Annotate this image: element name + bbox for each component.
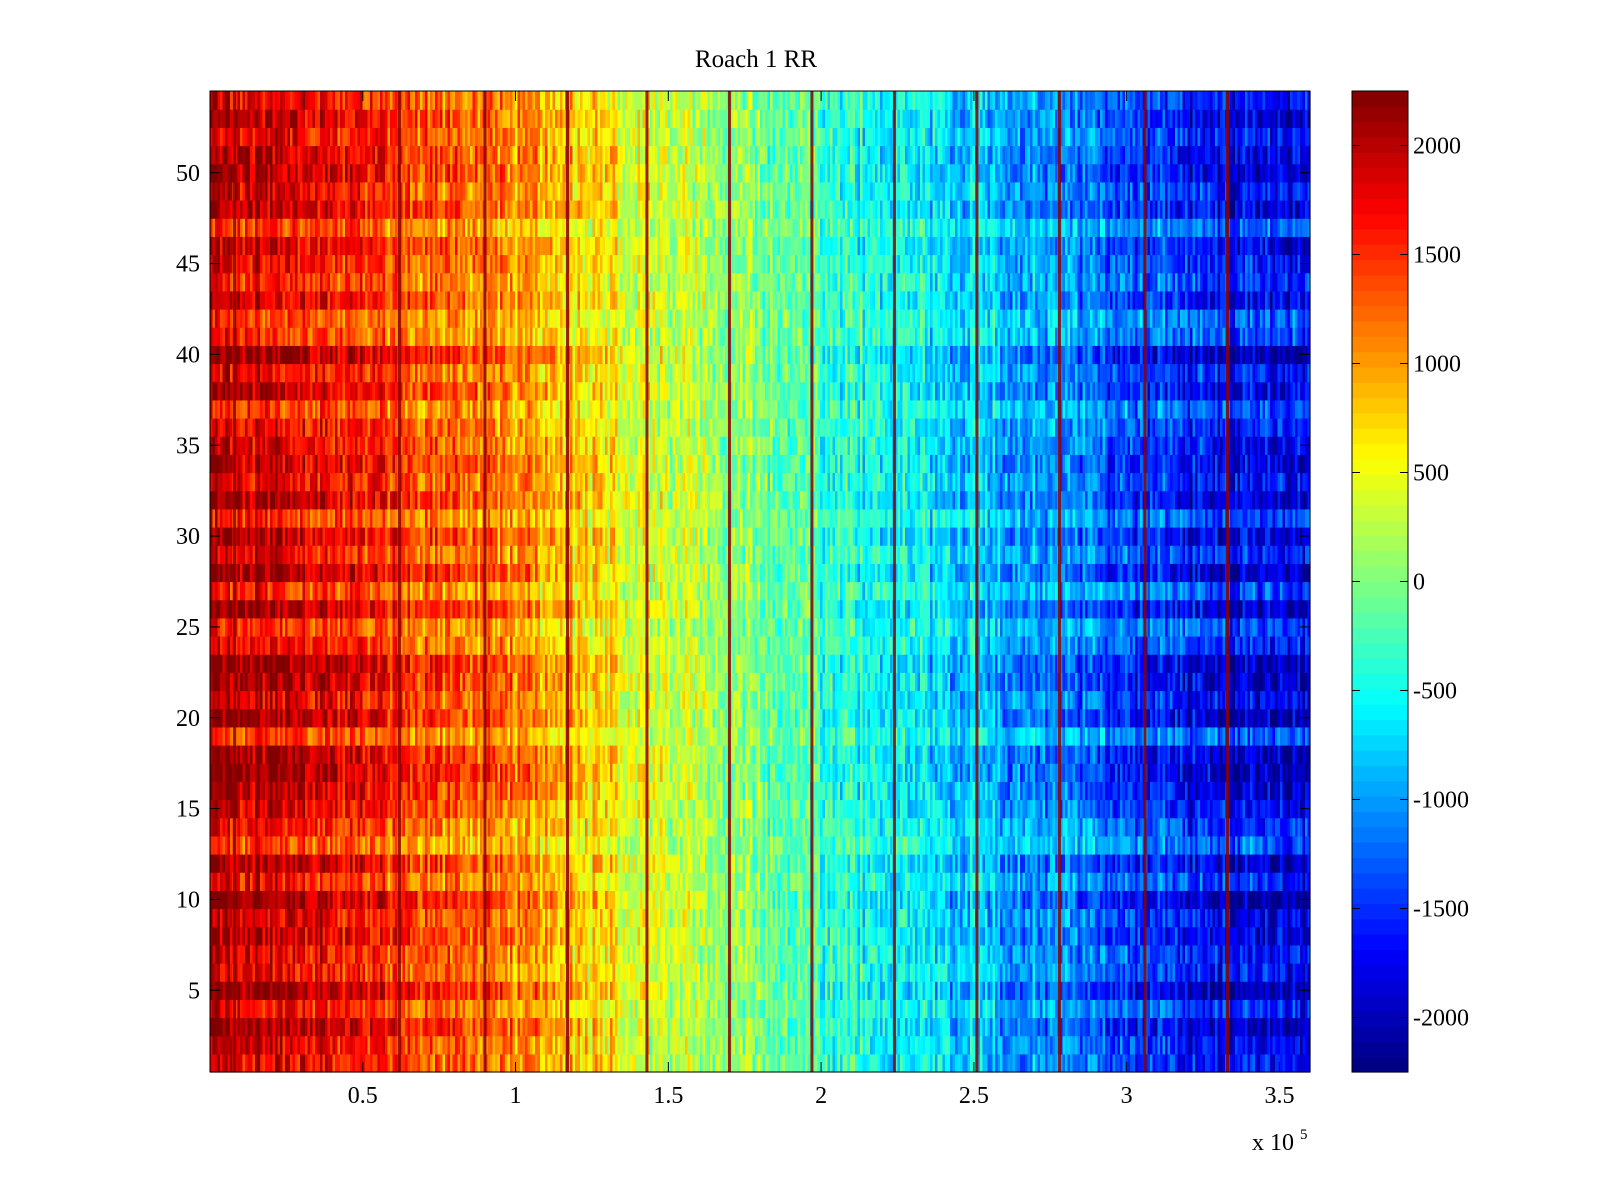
chart-title: Roach 1 RR bbox=[695, 46, 818, 73]
heatmap-figure: Roach 1 RR 0.5 1 1.5 2 2.5 3 3.5 5101520253035… bbox=[0, 0, 1600, 1200]
